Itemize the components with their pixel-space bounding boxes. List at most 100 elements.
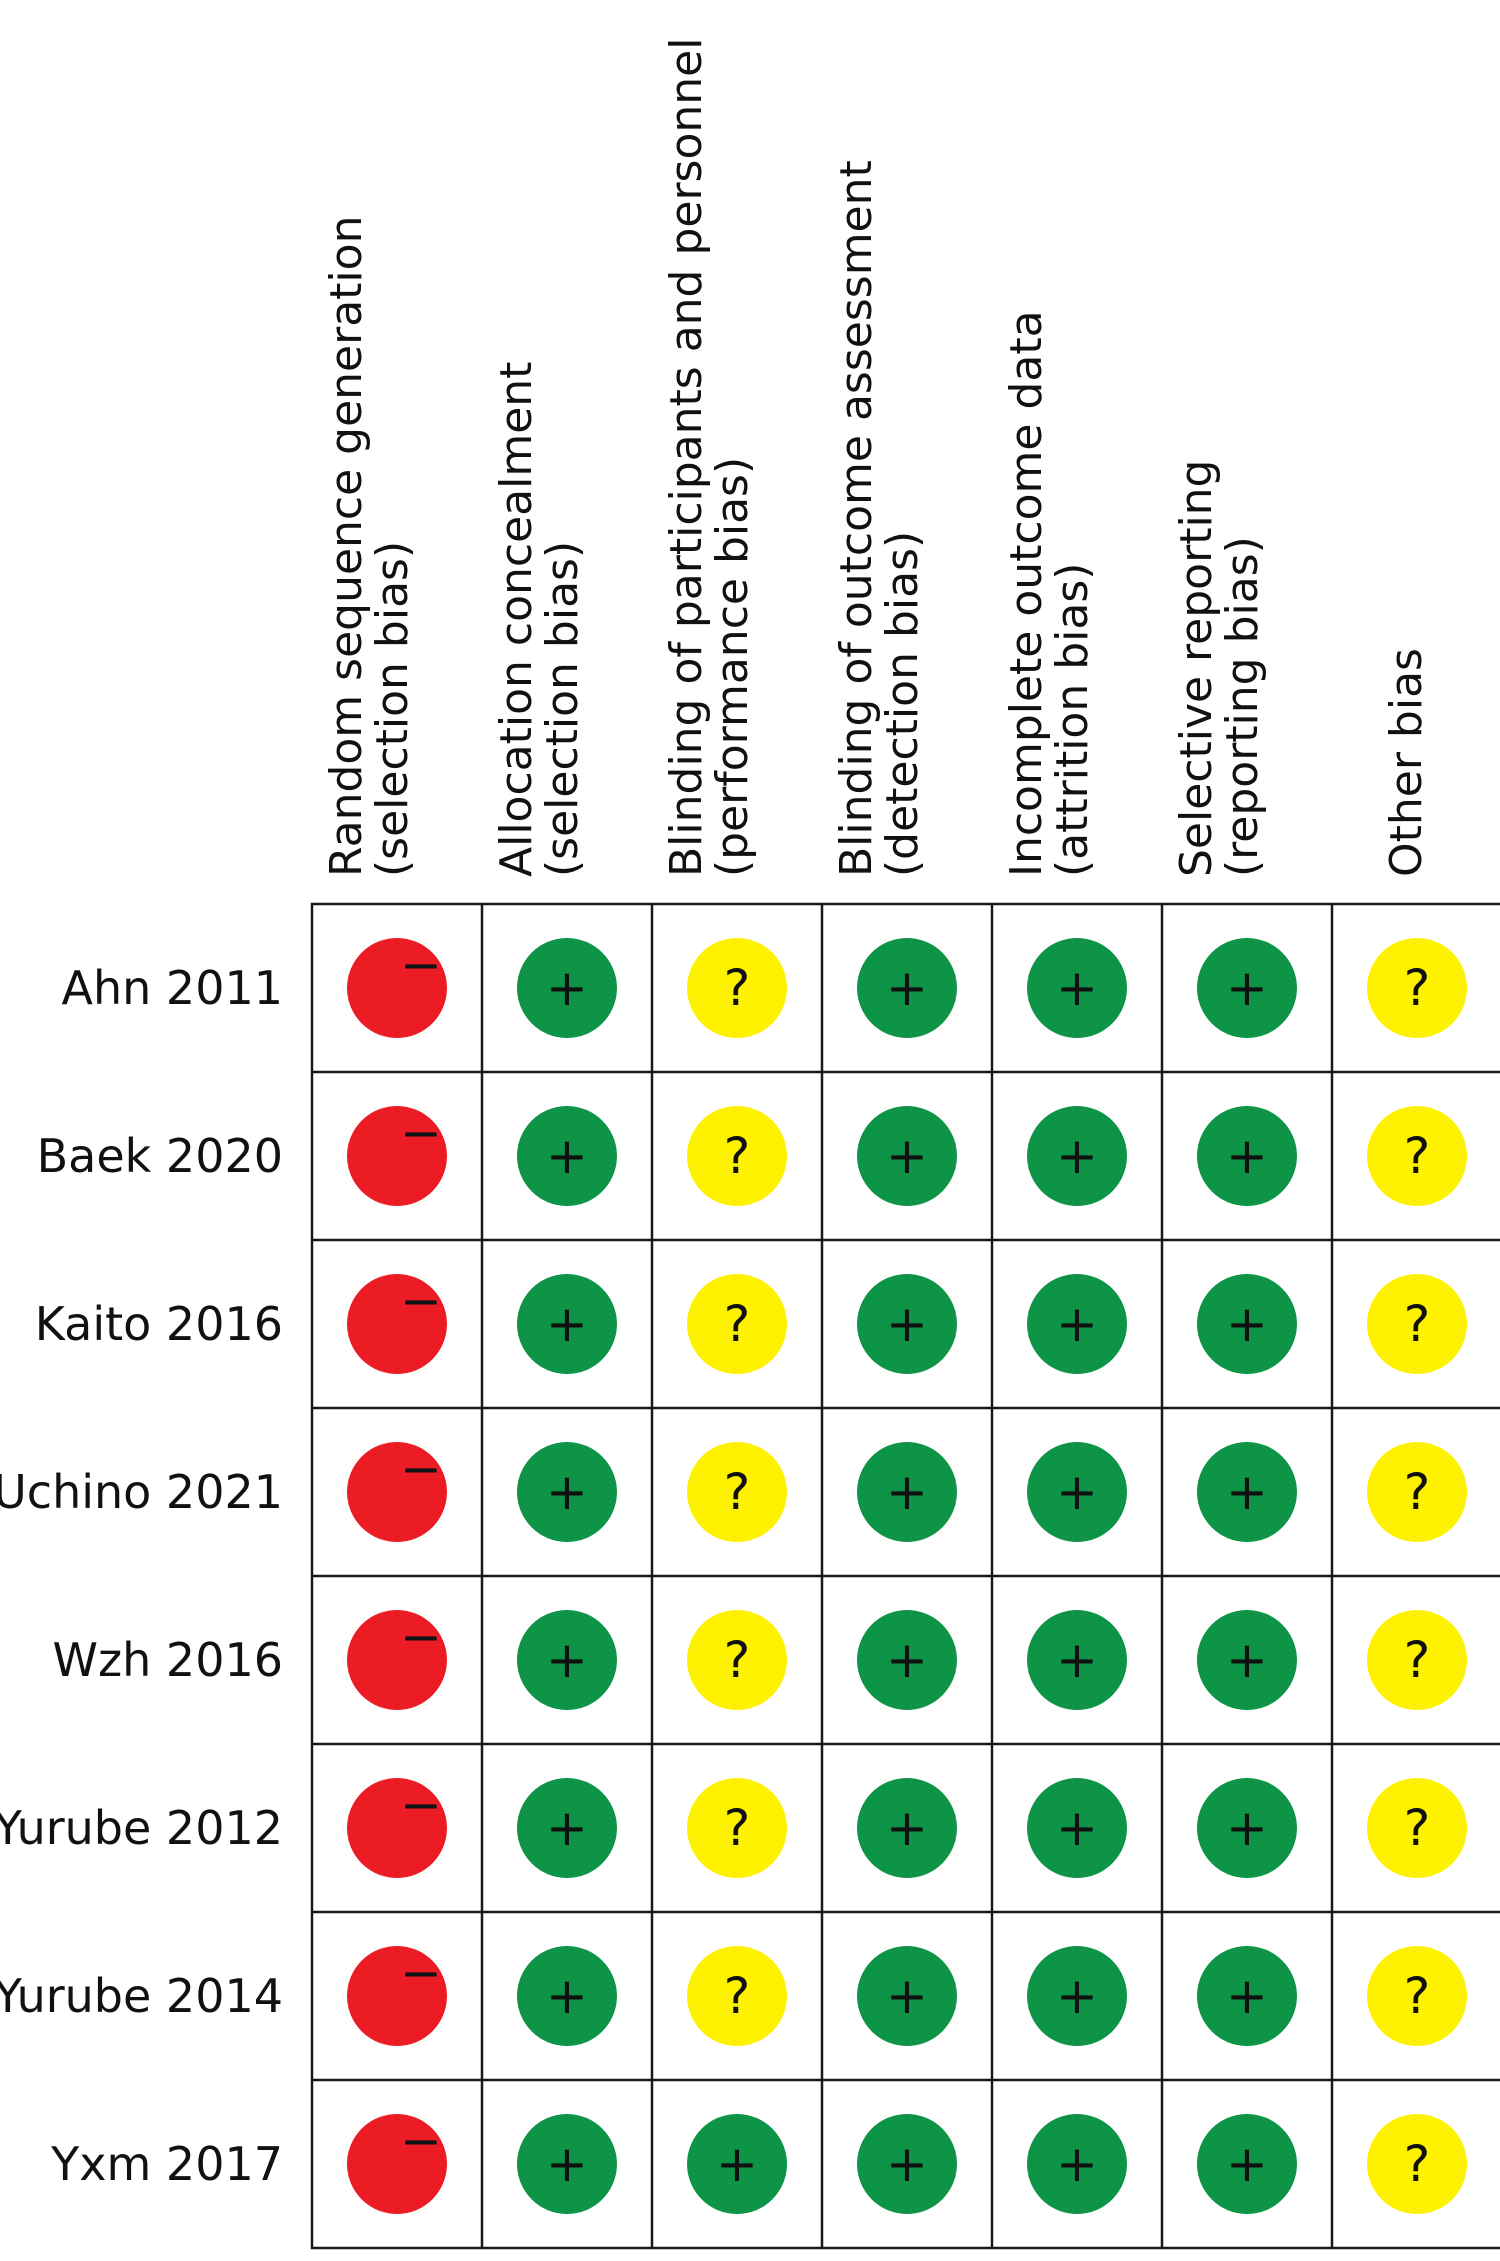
rating-high-symbol: −	[400, 1272, 442, 1330]
rating-high-symbol: −	[400, 1944, 442, 2002]
rating-low-circle	[857, 1778, 957, 1878]
column-label-blinding-of-outcome-assessment: Blinding of outcome assessment	[831, 160, 882, 877]
rating-low-symbol: +	[1226, 1295, 1268, 1353]
rating-low-circle	[1197, 1106, 1297, 1206]
rating-unclear-symbol: ?	[1404, 2135, 1431, 2193]
rating-high-symbol: −	[400, 1104, 442, 1162]
column-label-incomplete-outcome-data-sub: (attrition bias)	[1047, 563, 1098, 877]
rating-low-circle	[517, 1778, 617, 1878]
rating-high-circle	[347, 1274, 447, 1374]
rating-low-symbol: +	[886, 1463, 928, 1521]
column-label-random-sequence-generation-sub: (selection bias)	[367, 541, 418, 877]
rating-low-symbol: +	[1226, 1799, 1268, 1857]
rating-unclear-circle	[1367, 1274, 1467, 1374]
rating-high-circle	[347, 2114, 447, 2214]
rating-high-circle	[347, 1442, 447, 1542]
rating-low-symbol: +	[1056, 1631, 1098, 1689]
rating-low-symbol: +	[546, 1127, 588, 1185]
rating-unclear-symbol: ?	[724, 959, 751, 1017]
column-label-blinding-of-outcome-assessment-sub: (detection bias)	[877, 531, 928, 877]
rating-low-symbol: +	[1056, 1295, 1098, 1353]
rating-low-circle	[1027, 1610, 1127, 1710]
rating-low-circle	[857, 1106, 957, 1206]
rating-unclear-circle	[1367, 1106, 1467, 1206]
rating-low-circle	[517, 1946, 617, 2046]
rating-high-circle	[347, 1946, 447, 2046]
rating-low-symbol: +	[1226, 1463, 1268, 1521]
rating-low-circle	[1027, 1106, 1127, 1206]
column-label-selective-reporting-sub: (reporting bias)	[1217, 536, 1268, 877]
rating-unclear-circle	[687, 1274, 787, 1374]
rating-low-circle	[1197, 1442, 1297, 1542]
rating-unclear-symbol: ?	[1404, 1127, 1431, 1185]
row-label-baek-2020: Baek 2020	[37, 1129, 283, 1183]
rating-low-symbol: +	[886, 1295, 928, 1353]
rating-low-symbol: +	[886, 1631, 928, 1689]
rating-low-circle	[1197, 938, 1297, 1038]
rating-low-symbol: +	[546, 2135, 588, 2193]
rating-low-circle	[1197, 1946, 1297, 2046]
rating-low-symbol: +	[1226, 959, 1268, 1017]
column-label-other-bias: Other bias	[1381, 648, 1432, 877]
row-label-kaito-2016: Kaito 2016	[35, 1297, 283, 1351]
rating-unclear-symbol: ?	[1404, 959, 1431, 1017]
rating-low-circle	[1197, 2114, 1297, 2214]
rating-low-circle	[517, 938, 617, 1038]
rating-low-symbol: +	[1056, 1463, 1098, 1521]
rating-high-symbol: −	[400, 1776, 442, 1834]
row-labels: Ahn 2011 Baek 2020 Kaito 2016 Uchino 2021 Wz…	[0, 961, 283, 2191]
rating-low-symbol: +	[716, 2135, 758, 2193]
rating-low-circle	[1197, 1274, 1297, 1374]
rating-low-circle	[1027, 2114, 1127, 2214]
rating-high-symbol: −	[400, 1608, 442, 1666]
rating-low-symbol: +	[1056, 1967, 1098, 2025]
rating-unclear-symbol: ?	[1404, 1463, 1431, 1521]
rating-low-symbol: +	[546, 1463, 588, 1521]
rating-low-circle	[857, 1442, 957, 1542]
rating-unclear-symbol: ?	[724, 1463, 751, 1521]
rating-low-symbol: +	[1226, 1631, 1268, 1689]
row-label-ahn-2011: Ahn 2011	[62, 961, 283, 1015]
rating-low-symbol: +	[546, 1295, 588, 1353]
rating-low-symbol: +	[886, 1799, 928, 1857]
rating-low-circle	[1027, 1274, 1127, 1374]
row-label-wzh-2016: Wzh 2016	[53, 1633, 283, 1687]
column-labels: Random sequence generation(selection bia…	[321, 38, 1432, 877]
rating-low-symbol: +	[546, 1799, 588, 1857]
rating-low-symbol: +	[886, 959, 928, 1017]
rating-low-symbol: +	[886, 1127, 928, 1185]
column-label-allocation-concealment-sub: (selection bias)	[537, 541, 588, 877]
column-label-selective-reporting: Selective reporting	[1171, 460, 1222, 877]
column-label-random-sequence-generation: Random sequence generation	[321, 216, 372, 877]
column-label-incomplete-outcome-data: Incomplete outcome data	[1001, 310, 1052, 877]
rating-unclear-circle	[687, 938, 787, 1038]
rating-low-symbol: +	[1226, 1967, 1268, 2025]
rating-low-symbol: +	[546, 959, 588, 1017]
rating-low-symbol: +	[1056, 1127, 1098, 1185]
rating-unclear-circle	[1367, 1610, 1467, 1710]
rating-low-circle	[857, 2114, 957, 2214]
rating-cells: − +? + + + ? − +? + + + ? − +? + + + ? − +? + + + ? − +? + + + ? − +? + +…	[347, 936, 1467, 2214]
rating-high-circle	[347, 938, 447, 1038]
rating-low-symbol: +	[1056, 959, 1098, 1017]
rating-unclear-symbol: ?	[1404, 1967, 1431, 2025]
rating-low-circle	[687, 2114, 787, 2214]
rating-high-circle	[347, 1778, 447, 1878]
column-label-blinding-of-participants-and-personnel-sub: (performance bias)	[707, 457, 758, 877]
rating-low-circle	[1197, 1778, 1297, 1878]
rating-unclear-circle	[687, 1778, 787, 1878]
row-label-yurube-2014: Yurube 2014	[0, 1969, 283, 2023]
rating-unclear-circle	[1367, 1778, 1467, 1878]
rating-low-circle	[857, 1946, 957, 2046]
rating-unclear-symbol: ?	[724, 1631, 751, 1689]
rating-low-symbol: +	[546, 1967, 588, 2025]
rating-low-circle	[517, 2114, 617, 2214]
rating-unclear-symbol: ?	[724, 1799, 751, 1857]
table-grid	[310, 902, 1500, 2250]
rating-unclear-circle	[1367, 1442, 1467, 1542]
rating-low-circle	[517, 1106, 617, 1206]
rating-low-circle	[857, 1610, 957, 1710]
rating-unclear-circle	[687, 1106, 787, 1206]
rating-low-circle	[517, 1442, 617, 1542]
row-label-yxm-2017: Yxm 2017	[50, 2137, 283, 2191]
